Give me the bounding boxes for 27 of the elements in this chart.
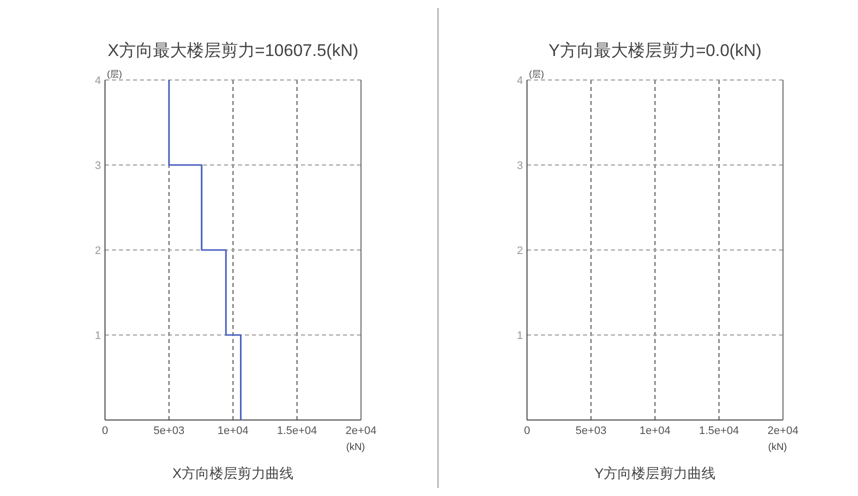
x-tick-label: 2e+04 xyxy=(346,425,376,437)
text: X方向楼层剪力曲线 xyxy=(172,465,294,481)
x-tick-label: 1e+04 xyxy=(218,425,248,437)
x-tick-label: 0 xyxy=(102,425,108,437)
chart-title: X方向最大楼层剪力=10607.5(kN) xyxy=(108,41,358,60)
y-tick-label: 2 xyxy=(94,245,101,257)
x-tick-label: 0 xyxy=(524,425,530,437)
x-tick-label: 1.5e+04 xyxy=(698,425,740,437)
y-tick-label: 2 xyxy=(516,245,523,257)
y-tick-label: 1 xyxy=(94,330,101,342)
y-tick-label: 1 xyxy=(516,330,523,342)
text: Y方向楼层剪力曲线 xyxy=(594,465,716,481)
y-tick-label: 3 xyxy=(94,160,101,172)
y-axis-title: (层) xyxy=(107,69,122,79)
x-axis-title: (kN) xyxy=(346,442,365,453)
x-tick-label: 1.5e+04 xyxy=(276,425,318,437)
x-tick-label: 5e+03 xyxy=(154,425,184,437)
y-tick-label: 3 xyxy=(516,160,523,172)
chart-title: Y方向最大楼层剪力=0.0(kN) xyxy=(548,41,762,60)
line-series xyxy=(168,79,242,421)
x-tick-label: 2e+04 xyxy=(768,425,798,437)
x-tick-label: 5e+03 xyxy=(576,425,606,437)
x-tick-label: 1e+04 xyxy=(640,425,670,437)
y-tick-label: 4 xyxy=(516,75,523,87)
y-axis-title: (层) xyxy=(529,69,544,79)
x-axis-title: (kN) xyxy=(768,442,787,453)
y-tick-label: 4 xyxy=(94,75,101,87)
